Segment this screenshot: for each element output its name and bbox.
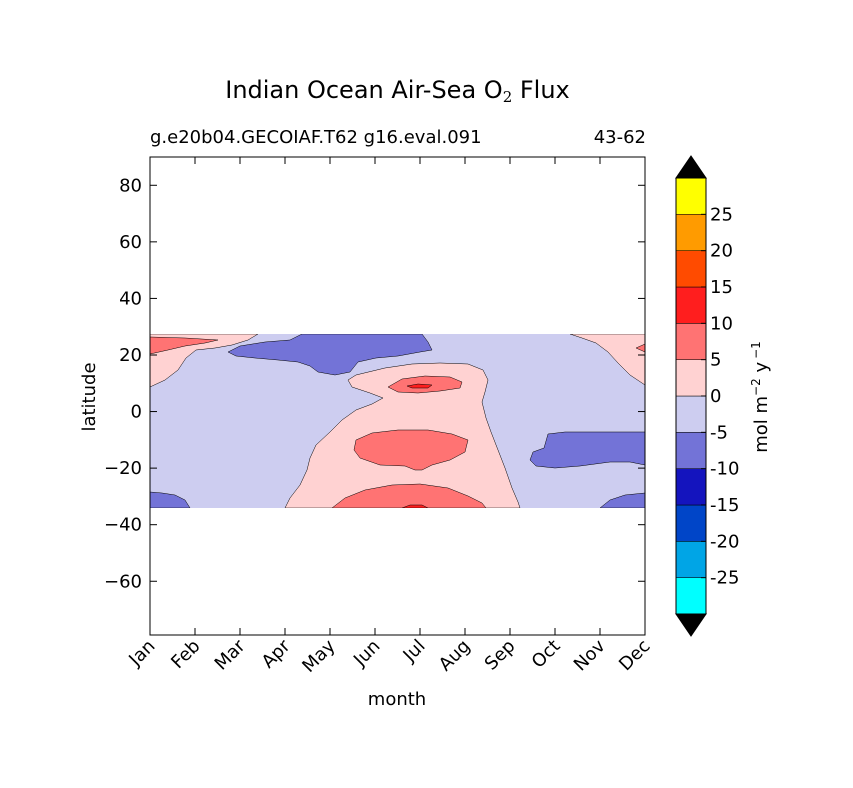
x-tick-label: Aug [435,636,475,676]
colorbar-segment [675,359,707,397]
contour-fill-neg-south-dec [599,492,645,508]
colorbar-segment [675,323,707,360]
chart-subtitle-left: g.e20b04.GECOIAF.T62 g16.eval.091 [150,127,482,148]
y-tick-label: 20 [119,345,142,366]
y-tick-label: 40 [119,288,142,309]
y-tick-label: 80 [119,175,142,196]
contour-fill-peak-south-jul [401,504,429,508]
x-tick-label: May [298,635,339,676]
contour-field [150,334,645,508]
x-tick-label: Jun [349,636,384,671]
colorbar-tick-label: -25 [710,568,739,589]
colorbar-tick-label: 20 [710,241,733,262]
x-tick-label: Mar [211,635,250,674]
contour-fill-max-north-jan [150,336,219,355]
y-axis: 80 60 40 20 0 −20 −40 −60 [104,175,645,592]
contour-fill-neg-south-jan [150,491,191,508]
y-tick-label: 0 [131,402,142,423]
contour-fill-neg-south-oct [529,431,645,469]
y-axis-label: latitude [79,362,100,431]
colorbar-tick-label: -5 [710,422,728,443]
plot-area [149,156,646,636]
colorbar-segment [675,577,707,615]
x-tick-label: Dec [615,636,654,675]
x-axis-label: month [368,689,426,710]
chart-title: Indian Ocean Air-Sea O2 Flux [225,76,570,106]
colorbar-segment [675,395,707,433]
colorbar-tick-label: -10 [710,459,739,480]
x-tick-label: Nov [570,635,610,675]
y-tick-label: −20 [104,458,142,479]
x-tick-label: Sep [481,636,520,675]
contour-fill-max-20s-jul [353,429,469,471]
x-tick-label: Jan [124,636,159,671]
contour-fill-max-south-jul [331,483,487,508]
colorbar-segment [675,541,707,578]
colorbar-extend-max [675,155,707,179]
colorbar-segment [675,468,707,506]
colorbar-segment [675,177,707,215]
colorbar-label: mol m−2 y−1 [749,341,772,453]
x-tick-label: Feb [167,636,204,673]
colorbar-segment [675,250,707,288]
y-tick-label: −60 [104,571,142,592]
contour-fill-peak-8n-jul [406,383,433,389]
x-tick-label: Jul [399,636,430,667]
x-tick-label: Apr [258,635,295,672]
colorbar-segment [675,286,707,324]
colorbar-segment [675,504,707,542]
colorbar-segment [675,214,707,251]
contour-fill-max-north-dec [635,343,645,353]
colorbar-tick-label: 0 [710,386,721,407]
colorbar: -25 -20 -15 -10 -5 0 5 10 15 20 25 [675,155,739,637]
colorbar-tick-label: -15 [710,495,739,516]
colorbar-tick-label: 5 [710,350,721,371]
colorbar-extend-min [675,613,707,637]
plot-frame [149,156,646,636]
contour-fill-pos-north-dec [569,334,645,386]
colorbar-tick-label: -20 [710,531,739,552]
colorbar-segment [675,432,707,469]
colorbar-tick-label: 10 [710,313,733,334]
chart-subtitle-right: 43-62 [593,127,646,148]
colorbar-tick-label: 15 [710,277,733,298]
x-tick-label: Oct [528,636,565,673]
colorbar-tick-label: 25 [710,204,733,225]
y-tick-label: −40 [104,515,142,536]
y-tick-label: 60 [119,232,142,253]
contour-fill-neg-north-may [227,334,433,376]
